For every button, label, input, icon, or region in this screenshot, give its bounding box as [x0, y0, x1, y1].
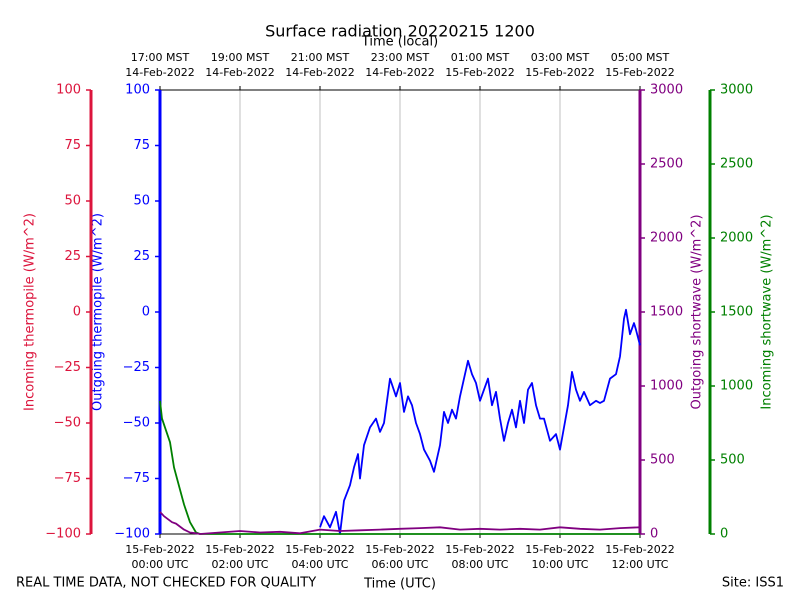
- x2-tick-label: 17:00 MST: [131, 51, 190, 64]
- y-tick-label: 1000: [720, 379, 753, 394]
- x-tick-label: 15-Feb-2022: [525, 543, 594, 556]
- x-tick-label: 12:00 UTC: [611, 558, 668, 571]
- x-axis-label: Time (UTC): [363, 577, 436, 592]
- y-axis-label: Outgoing thermopile (W/m^2): [91, 213, 106, 411]
- x2-axis-label: Time (local): [361, 35, 438, 50]
- footer-note: REAL TIME DATA, NOT CHECKED FOR QUALITY: [16, 576, 316, 591]
- y-tick-label: 3000: [720, 83, 753, 98]
- y-tick-label: 50: [64, 194, 81, 209]
- y-tick-label: 100: [125, 83, 150, 98]
- y-tick-label: 2000: [720, 231, 753, 246]
- y-tick-label: 50: [133, 194, 150, 209]
- x2-tick-label: 15-Feb-2022: [605, 66, 674, 79]
- y-axis-label: Outgoing shortwave (W/m^2): [690, 214, 705, 409]
- y-tick-label: −75: [123, 471, 150, 486]
- y-tick-label: 0: [720, 527, 728, 542]
- chart-title: Surface radiation 20220215 1200: [265, 22, 535, 41]
- y-axis-label: Incoming shortwave (W/m^2): [760, 214, 775, 409]
- x-tick-label: 00:00 UTC: [131, 558, 188, 571]
- x2-tick-label: 21:00 MST: [291, 51, 350, 64]
- x2-tick-label: 14-Feb-2022: [125, 66, 194, 79]
- y-tick-label: 25: [133, 249, 150, 264]
- series-line: [159, 511, 641, 535]
- x2-tick-label: 05:00 MST: [611, 51, 670, 64]
- y-tick-label: −50: [123, 416, 150, 431]
- x-tick-label: 06:00 UTC: [371, 558, 428, 571]
- y-tick-label: 75: [133, 138, 150, 153]
- x-tick-label: 04:00 UTC: [291, 558, 348, 571]
- y-tick-label: 100: [56, 83, 81, 98]
- y-tick-label: −100: [45, 527, 81, 542]
- y-tick-label: −25: [54, 360, 81, 375]
- x-tick-label: 02:00 UTC: [211, 558, 268, 571]
- x-tick-label: 15-Feb-2022: [285, 543, 354, 556]
- x2-tick-label: 19:00 MST: [211, 51, 270, 64]
- y-tick-label: 1500: [720, 305, 753, 320]
- y-tick-label: 0: [73, 305, 81, 320]
- series-line: [319, 308, 641, 535]
- x2-tick-label: 15-Feb-2022: [525, 66, 594, 79]
- x-tick-label: 15-Feb-2022: [365, 543, 434, 556]
- x-tick-label: 15-Feb-2022: [605, 543, 674, 556]
- y-tick-label: 0: [142, 305, 150, 320]
- x-tick-label: 15-Feb-2022: [445, 543, 514, 556]
- x2-tick-label: 14-Feb-2022: [365, 66, 434, 79]
- x-tick-label: 15-Feb-2022: [125, 543, 194, 556]
- y-tick-label: −50: [54, 416, 81, 431]
- y-tick-label: −25: [123, 360, 150, 375]
- y-tick-label: 0: [650, 527, 658, 542]
- y-tick-label: 500: [720, 453, 745, 468]
- y-tick-label: 2500: [650, 157, 683, 172]
- y-axis-label: Incoming thermopile (W/m^2): [23, 213, 38, 411]
- x2-tick-label: 03:00 MST: [531, 51, 590, 64]
- y-tick-label: 1500: [650, 305, 683, 320]
- x-tick-label: 15-Feb-2022: [205, 543, 274, 556]
- y-tick-label: 75: [64, 138, 81, 153]
- y-tick-label: 3000: [650, 83, 683, 98]
- x-tick-label: 10:00 UTC: [531, 558, 588, 571]
- y-tick-label: 1000: [650, 379, 683, 394]
- x2-tick-label: 23:00 MST: [371, 51, 430, 64]
- y-tick-label: −100: [114, 527, 150, 542]
- x2-tick-label: 14-Feb-2022: [205, 66, 274, 79]
- x2-tick-label: 14-Feb-2022: [285, 66, 354, 79]
- y-tick-label: 2000: [650, 231, 683, 246]
- x2-tick-label: 01:00 MST: [451, 51, 510, 64]
- y-tick-label: −75: [54, 471, 81, 486]
- site-label: Site: ISS1: [722, 576, 784, 591]
- y-tick-label: 2500: [720, 157, 753, 172]
- y-tick-label: 25: [64, 249, 81, 264]
- y-tick-label: 500: [650, 453, 675, 468]
- x-tick-label: 08:00 UTC: [451, 558, 508, 571]
- x2-tick-label: 15-Feb-2022: [445, 66, 514, 79]
